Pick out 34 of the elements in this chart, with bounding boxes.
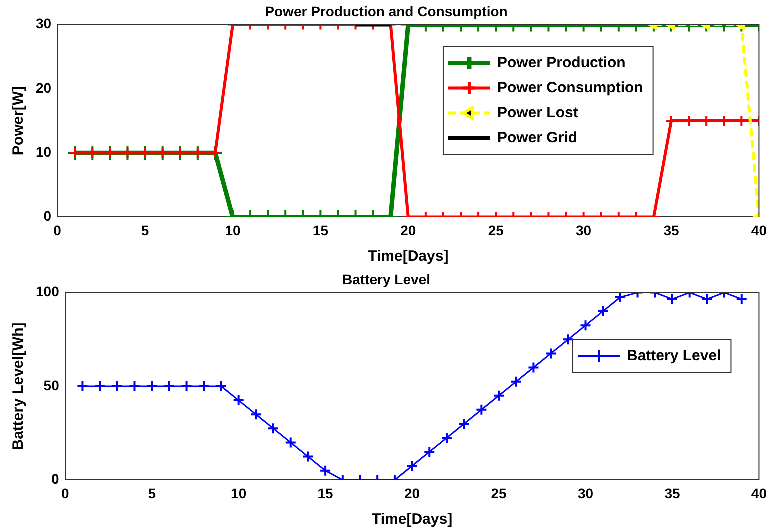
x-tick-label: 35 bbox=[664, 222, 680, 238]
x-tick-label: 35 bbox=[664, 485, 680, 502]
y-tick-label: 0 bbox=[44, 208, 52, 224]
x-tick-label: 15 bbox=[318, 485, 334, 502]
y-tick-label: 10 bbox=[36, 144, 52, 160]
x-axis-title: Time[Days] bbox=[368, 248, 449, 266]
x-tick-label: 5 bbox=[148, 485, 156, 502]
x-tick-label: 20 bbox=[400, 222, 416, 238]
chart-title: Power Production and Consumption bbox=[265, 3, 508, 20]
legend-label: Power Production bbox=[497, 54, 626, 72]
legend-label: Power Lost bbox=[497, 104, 578, 122]
x-tick-label: 40 bbox=[751, 222, 768, 238]
x-tick-label: 10 bbox=[231, 485, 247, 502]
y-tick-label: 50 bbox=[44, 377, 60, 394]
x-tick-label: 40 bbox=[751, 485, 768, 502]
x-tick-label: 15 bbox=[312, 222, 329, 238]
legend-label: Power Grid bbox=[497, 129, 578, 146]
chart-title: Battery Level bbox=[342, 271, 430, 288]
legend-label: Power Consumption bbox=[497, 79, 644, 96]
legend-label: Battery Level bbox=[627, 347, 722, 364]
y-tick-label: 0 bbox=[52, 471, 60, 488]
y-tick-label: 100 bbox=[36, 284, 60, 300]
x-tick-label: 5 bbox=[141, 222, 150, 238]
x-tick-label: 25 bbox=[488, 222, 504, 238]
y-axis-title: Battery Level[Wh] bbox=[10, 322, 28, 450]
x-tick-label: 10 bbox=[225, 222, 241, 238]
y-axis-title: Power[W] bbox=[10, 86, 28, 156]
x-tick-label: 30 bbox=[578, 485, 594, 502]
x-tick-label: 25 bbox=[491, 485, 508, 502]
x-tick-label: 30 bbox=[576, 222, 592, 238]
y-tick-label: 30 bbox=[36, 16, 52, 32]
x-axis-title: Time[Days] bbox=[372, 511, 453, 528]
x-tick-label: 20 bbox=[404, 485, 420, 502]
y-tick-label: 20 bbox=[36, 80, 52, 96]
